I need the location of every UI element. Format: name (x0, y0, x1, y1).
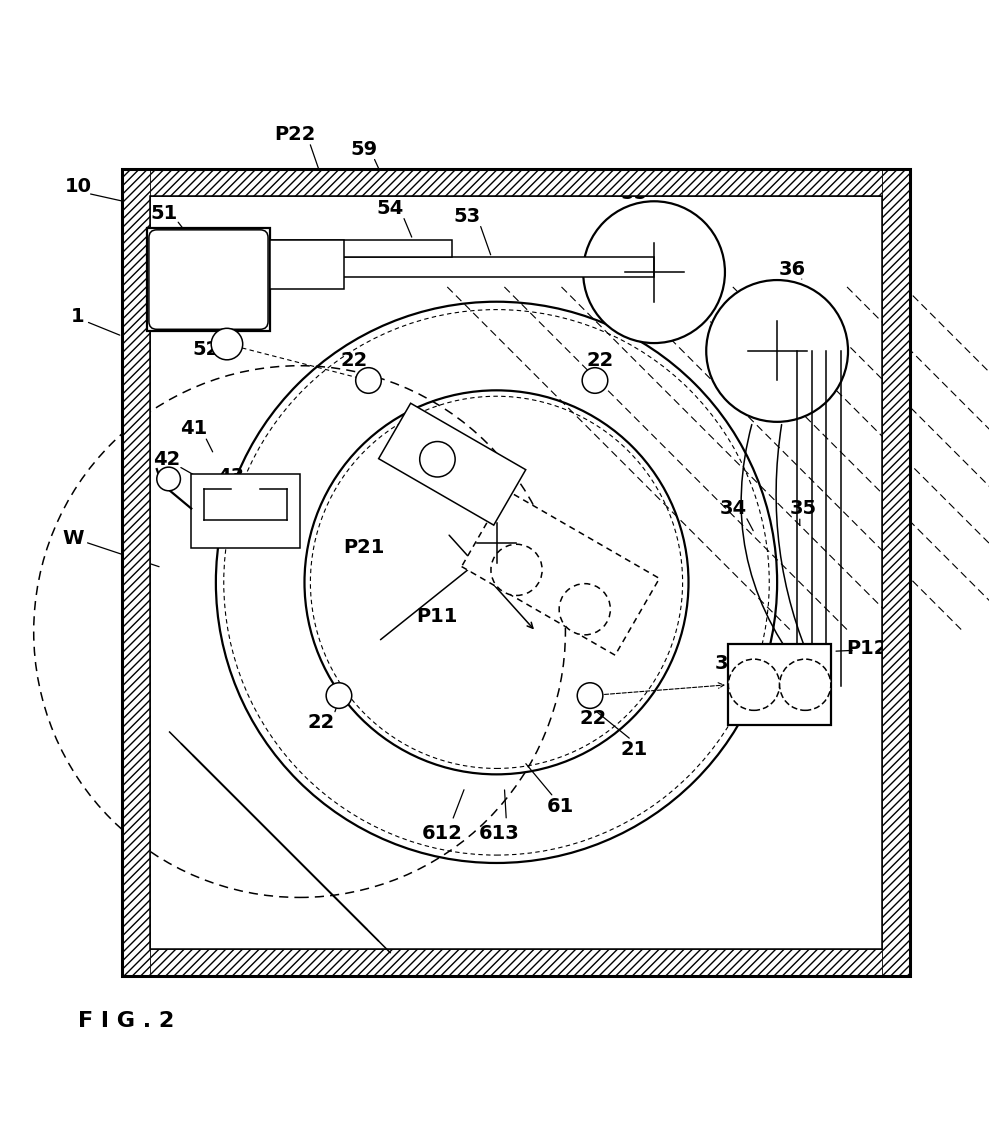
Text: P11: P11 (417, 607, 458, 626)
Text: P21: P21 (343, 538, 384, 558)
Circle shape (157, 467, 181, 491)
Bar (122, 168, 910, 196)
Bar (122, 168, 150, 977)
Circle shape (491, 544, 542, 595)
Circle shape (706, 281, 848, 421)
Text: 34: 34 (719, 499, 747, 518)
Text: 61: 61 (547, 797, 574, 816)
Text: 59: 59 (350, 140, 377, 159)
Bar (122, 949, 910, 977)
Bar (728, 645, 831, 725)
Circle shape (326, 682, 352, 709)
Text: 21: 21 (621, 740, 648, 759)
Bar (270, 239, 452, 258)
Bar (883, 168, 910, 977)
Circle shape (577, 682, 603, 709)
Text: 41: 41 (180, 419, 207, 439)
Bar (122, 168, 910, 977)
Text: 612: 612 (422, 824, 463, 843)
Bar (147, 228, 270, 331)
Text: A2: A2 (628, 262, 656, 282)
Circle shape (729, 660, 780, 710)
Polygon shape (378, 403, 525, 526)
Bar (270, 239, 344, 289)
Text: 52: 52 (193, 340, 219, 360)
Text: 42: 42 (153, 450, 181, 468)
Text: 51: 51 (150, 204, 178, 222)
Circle shape (780, 660, 831, 710)
Text: 22: 22 (308, 712, 335, 732)
Text: 22: 22 (586, 352, 614, 370)
Text: F I G . 2: F I G . 2 (78, 1011, 174, 1030)
Text: 54: 54 (376, 199, 404, 218)
Bar (270, 258, 654, 277)
Text: P12: P12 (846, 639, 888, 658)
Circle shape (355, 368, 381, 393)
Bar (192, 474, 300, 548)
Circle shape (559, 584, 611, 634)
Text: A1: A1 (751, 341, 780, 361)
Text: A0: A0 (491, 551, 518, 569)
FancyBboxPatch shape (149, 230, 268, 330)
Circle shape (215, 302, 778, 863)
Text: 55: 55 (621, 184, 648, 203)
Text: 33: 33 (771, 654, 797, 672)
Text: W: W (63, 529, 83, 547)
Text: 10: 10 (65, 177, 91, 196)
Text: 35: 35 (790, 499, 817, 518)
Text: 53: 53 (454, 206, 481, 226)
Text: 22: 22 (340, 352, 367, 370)
Circle shape (583, 202, 725, 344)
Text: 31: 31 (714, 654, 742, 672)
Text: 613: 613 (479, 824, 519, 843)
Text: 32: 32 (742, 654, 769, 672)
Text: 1: 1 (71, 307, 84, 326)
Text: 36: 36 (779, 260, 805, 278)
Circle shape (212, 329, 242, 360)
Circle shape (582, 368, 608, 393)
Bar (150, 196, 883, 949)
Polygon shape (462, 490, 659, 655)
Circle shape (420, 442, 455, 477)
Text: 22: 22 (579, 709, 607, 728)
Text: 43: 43 (217, 467, 244, 487)
Text: P22: P22 (274, 125, 316, 144)
